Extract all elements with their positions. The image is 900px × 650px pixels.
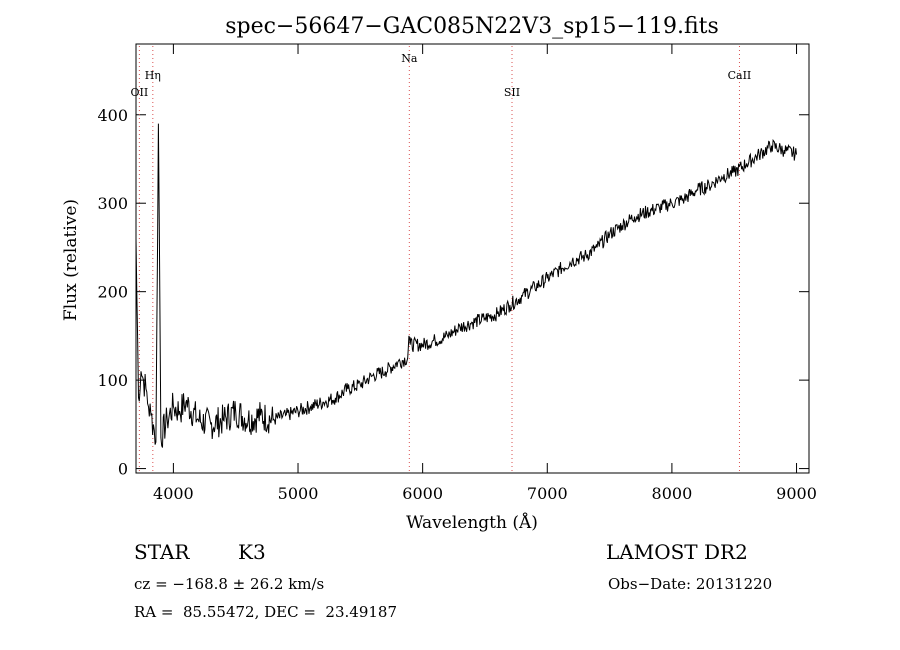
line-marker-label: OII [131, 86, 149, 99]
spectrum-line [135, 123, 797, 448]
survey-label: LAMOST DR2 [606, 540, 748, 564]
x-tick-label-6000: 6000 [402, 484, 443, 503]
y-tick-label-200: 200 [97, 283, 128, 302]
coordinates: RA = 85.55472, DEC = 23.49187 [134, 603, 398, 621]
object-class: STAR [134, 540, 190, 564]
observation-date: Obs−Date: 20131220 [608, 575, 773, 593]
x-tick-label-8000: 8000 [652, 484, 693, 503]
line-marker-label: Hη [145, 69, 161, 82]
line-marker-label: SII [504, 86, 520, 99]
object-subclass: K3 [238, 540, 266, 564]
redshift-velocity: cz = −168.8 ± 26.2 km/s [134, 575, 325, 593]
chart-title: spec−56647−GAC085N22V3_sp15−119.fits [225, 14, 719, 39]
x-tick-label-5000: 5000 [278, 484, 319, 503]
x-tick-label-4000: 4000 [153, 484, 194, 503]
y-tick-label-100: 100 [97, 371, 128, 390]
plot-frame [135, 43, 810, 474]
y-tick-label-300: 300 [97, 194, 128, 213]
x-axis-label: Wavelength (Å) [406, 512, 538, 533]
y-axis-label: Flux (relative) [61, 199, 81, 321]
x-tick-label-9000: 9000 [776, 484, 817, 503]
line-marker-label: Na [401, 52, 418, 65]
y-tick-label-0: 0 [118, 460, 128, 479]
line-marker-label: CaII [728, 69, 752, 82]
x-tick-label-7000: 7000 [527, 484, 568, 503]
y-tick-label-400: 400 [97, 106, 128, 125]
